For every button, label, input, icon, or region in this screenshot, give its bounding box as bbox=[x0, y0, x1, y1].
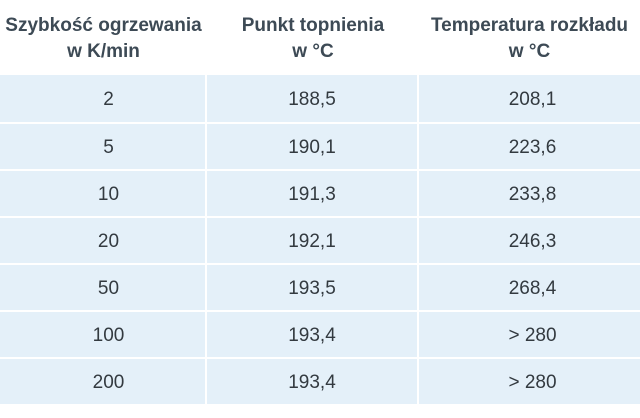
cell-decomposition-temp: 268,4 bbox=[508, 277, 557, 299]
cell-melting-point: 191,3 bbox=[207, 171, 419, 216]
cell-heating-rate: 50 bbox=[0, 265, 207, 310]
cell-melting-point: 193,4 bbox=[207, 359, 419, 404]
table-header: Szybkość ogrzewania w K/min Punkt topnie… bbox=[0, 0, 640, 75]
header-decomposition-temp-line1: Temperatura rozkładu bbox=[430, 14, 629, 36]
cell-melting-point: 193,4 bbox=[207, 312, 419, 357]
cell-heating-rate: 5 bbox=[0, 124, 207, 169]
cell-melting-point: 193,5 bbox=[207, 265, 419, 310]
cell-decomposition-temp: > 280 bbox=[508, 324, 557, 346]
header-melting-point: Punkt topnienia w °C bbox=[207, 0, 419, 75]
header-decomposition-temp-line2: w °C bbox=[508, 40, 551, 62]
table-row: 10 191,3 233,8 bbox=[0, 169, 640, 216]
table-row: 5 190,1 223,6 bbox=[0, 122, 640, 169]
cell-melting-point: 192,1 bbox=[207, 218, 419, 263]
cell-melting-point: 190,1 bbox=[207, 124, 419, 169]
table-row: 200 193,4 > 280 bbox=[0, 357, 640, 404]
header-melting-point-line2: w °C bbox=[292, 40, 334, 62]
cell-decomposition-temp: 246,3 bbox=[508, 230, 557, 252]
cell-heating-rate: 2 bbox=[0, 75, 207, 122]
cell-heating-rate: 20 bbox=[0, 218, 207, 263]
cell-decomposition-temp: 233,8 bbox=[508, 183, 557, 205]
table-row: 20 192,1 246,3 bbox=[0, 216, 640, 263]
cell-decomposition-temp: 208,1 bbox=[508, 88, 557, 110]
table-row: 100 193,4 > 280 bbox=[0, 310, 640, 357]
table-row: 2 188,5 208,1 bbox=[0, 75, 640, 122]
cell-heating-rate: 100 bbox=[0, 312, 207, 357]
header-heating-rate-line1: Szybkość ogrzewania bbox=[5, 14, 202, 36]
header-decomposition-temp: Temperatura rozkładu w °C bbox=[419, 0, 640, 75]
cell-heating-rate: 200 bbox=[0, 359, 207, 404]
cell-decomposition-temp: 223,6 bbox=[508, 136, 557, 158]
heating-rate-table: Szybkość ogrzewania w K/min Punkt topnie… bbox=[0, 0, 640, 404]
cell-melting-point: 188,5 bbox=[207, 75, 419, 122]
header-melting-point-line1: Punkt topnienia bbox=[241, 14, 385, 36]
header-heating-rate-line2: w K/min bbox=[67, 40, 140, 62]
table-row: 50 193,5 268,4 bbox=[0, 263, 640, 310]
header-heating-rate: Szybkość ogrzewania w K/min bbox=[0, 0, 207, 75]
cell-heating-rate: 10 bbox=[0, 171, 207, 216]
cell-decomposition-temp: > 280 bbox=[508, 371, 557, 393]
